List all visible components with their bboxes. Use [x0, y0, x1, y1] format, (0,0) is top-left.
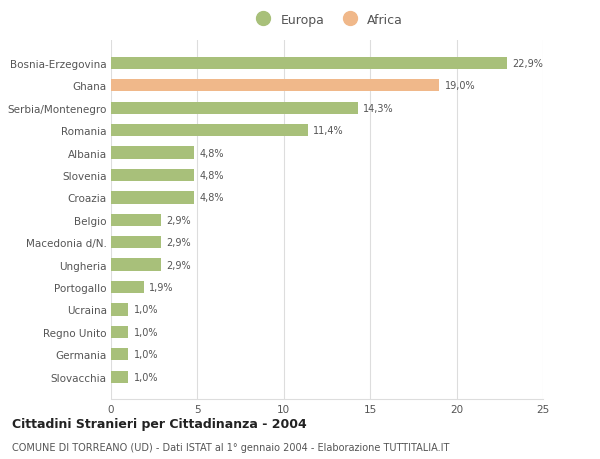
Text: 14,3%: 14,3% [363, 103, 394, 113]
Bar [111, 236, 161, 249]
Text: 1,0%: 1,0% [133, 327, 158, 337]
Text: 19,0%: 19,0% [445, 81, 475, 91]
Bar [111, 281, 144, 294]
Bar [111, 169, 194, 182]
Text: 2,9%: 2,9% [166, 238, 191, 248]
Bar [111, 348, 128, 361]
Text: 4,8%: 4,8% [199, 148, 224, 158]
Text: 1,0%: 1,0% [133, 372, 158, 382]
Bar [111, 80, 439, 92]
Text: 1,0%: 1,0% [133, 350, 158, 359]
Bar [111, 326, 128, 338]
Bar [111, 147, 194, 159]
Text: 2,9%: 2,9% [166, 260, 191, 270]
Text: COMUNE DI TORREANO (UD) - Dati ISTAT al 1° gennaio 2004 - Elaborazione TUTTITALI: COMUNE DI TORREANO (UD) - Dati ISTAT al … [12, 442, 449, 452]
Text: 1,0%: 1,0% [133, 305, 158, 315]
Bar [111, 192, 194, 204]
Bar [111, 304, 128, 316]
Bar [111, 102, 358, 115]
Bar [111, 214, 161, 226]
Text: 11,4%: 11,4% [313, 126, 344, 136]
Text: 1,9%: 1,9% [149, 282, 173, 292]
Text: Cittadini Stranieri per Cittadinanza - 2004: Cittadini Stranieri per Cittadinanza - 2… [12, 417, 307, 430]
Text: 4,8%: 4,8% [199, 193, 224, 203]
Bar [111, 259, 161, 271]
Bar [111, 57, 507, 70]
Bar [111, 125, 308, 137]
Bar [111, 371, 128, 383]
Text: 4,8%: 4,8% [199, 171, 224, 180]
Text: 22,9%: 22,9% [512, 59, 543, 69]
Text: 2,9%: 2,9% [166, 215, 191, 225]
Legend: Europa, Africa: Europa, Africa [246, 9, 408, 32]
